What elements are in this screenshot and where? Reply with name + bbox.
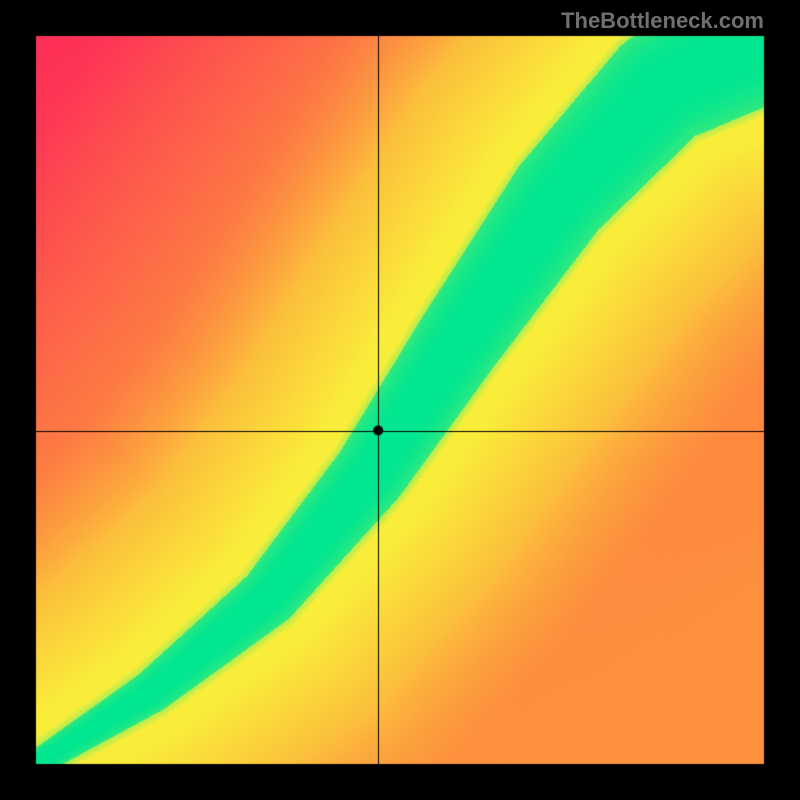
bottleneck-heatmap xyxy=(0,0,800,800)
chart-container: TheBottleneck.com xyxy=(0,0,800,800)
watermark-text: TheBottleneck.com xyxy=(561,8,764,34)
